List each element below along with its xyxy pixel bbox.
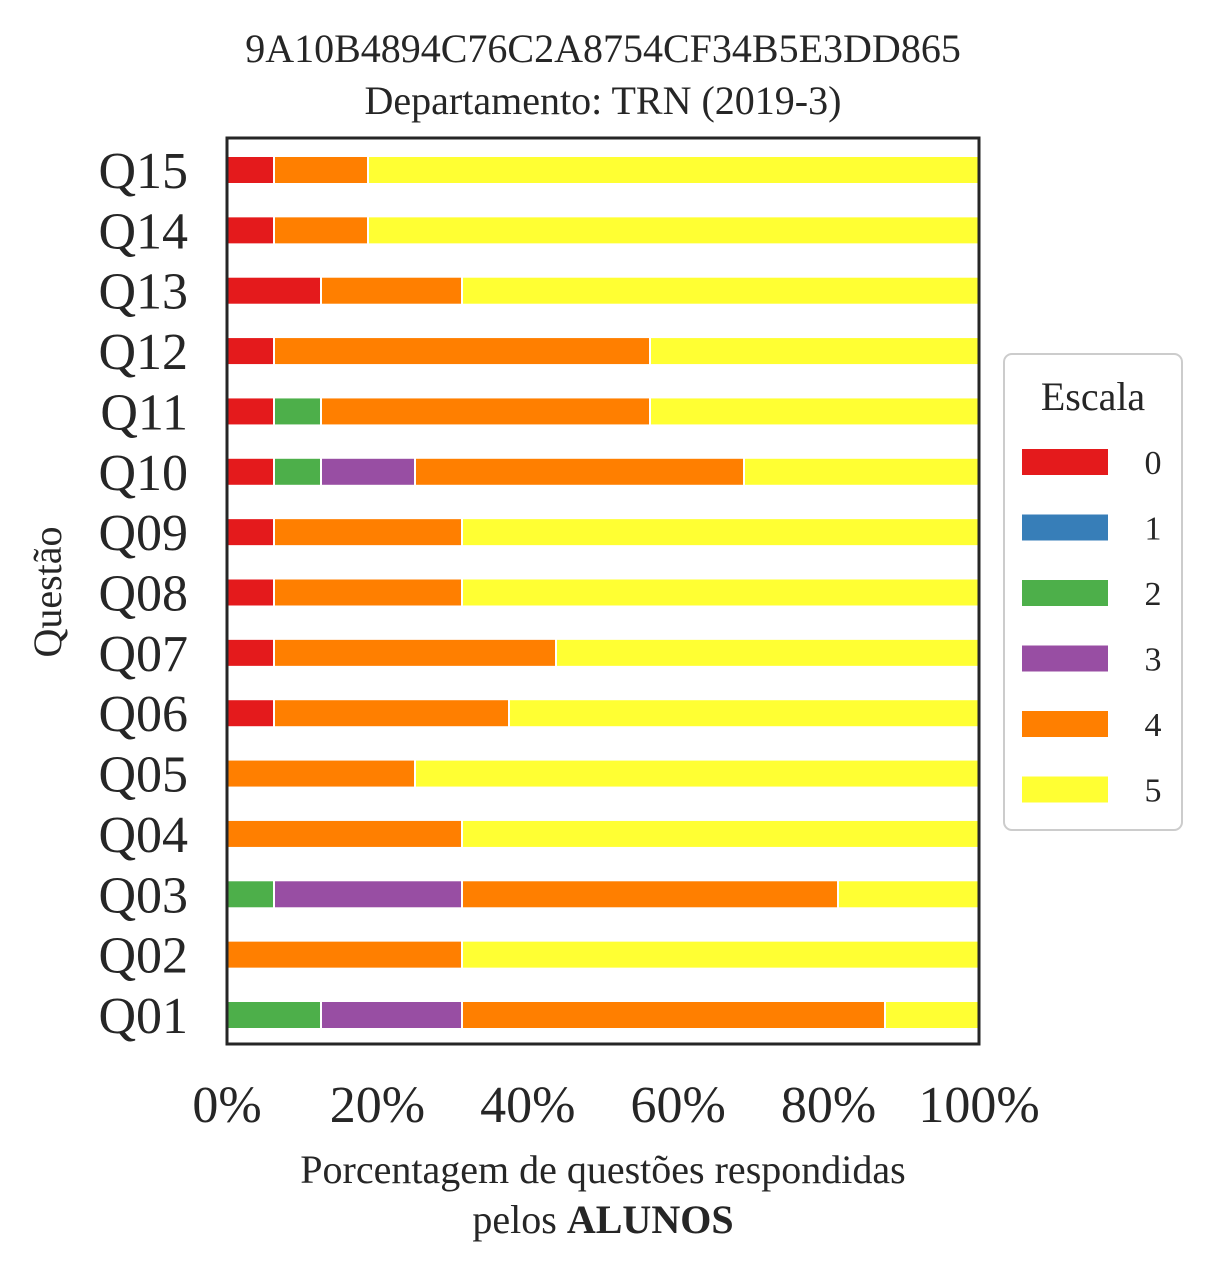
bar-Q08-scale-0 — [226, 577, 275, 608]
bar-Q10-scale-2 — [273, 456, 322, 487]
legend-label: 1 — [1145, 511, 1162, 548]
bar-Q09-scale-4 — [273, 517, 463, 548]
bar-Q06-scale-0 — [226, 698, 275, 729]
bar-Q12-scale-0 — [226, 336, 275, 367]
legend-label: 5 — [1145, 773, 1162, 810]
y-tick-label: Q11 — [100, 384, 188, 441]
y-tick-label: Q04 — [98, 807, 188, 864]
x-tick-label: 80% — [781, 1077, 876, 1134]
bar-Q07-scale-5 — [555, 637, 980, 668]
legend-swatch-3 — [1022, 645, 1108, 672]
y-tick-label: Q07 — [98, 626, 188, 683]
legend-swatch-2 — [1022, 580, 1108, 606]
bar-Q09-scale-0 — [226, 517, 275, 548]
bar-Q11-scale-0 — [226, 396, 275, 427]
legend-swatch-4 — [1022, 711, 1108, 737]
bar-Q01-scale-4 — [461, 1000, 886, 1030]
legend-label: 0 — [1145, 445, 1162, 482]
legend-swatch-5 — [1022, 776, 1108, 803]
bar-Q02-scale-5 — [461, 939, 980, 970]
bar-Q03-scale-4 — [461, 879, 839, 910]
bar-Q02-scale-4 — [226, 939, 463, 970]
bar-Q07-scale-4 — [273, 637, 557, 668]
bar-Q09-scale-5 — [461, 517, 980, 548]
y-tick-label: Q10 — [98, 445, 188, 502]
y-axis-label: Questão — [25, 526, 70, 657]
y-tick-label: Q12 — [98, 324, 188, 381]
legend-label: 3 — [1145, 642, 1162, 679]
x-axis-label-bold: ALUNOS — [567, 1197, 734, 1242]
legend-title: Escala — [1041, 374, 1146, 419]
x-axis-label-line2: pelos ALUNOS — [472, 1197, 733, 1242]
y-tick-label: Q13 — [98, 264, 188, 321]
bar-Q15-scale-4 — [273, 155, 369, 185]
bar-Q06-scale-5 — [508, 698, 980, 729]
y-tick-label: Q05 — [98, 747, 188, 804]
x-tick-label: 100% — [918, 1077, 1039, 1134]
bar-Q12-scale-4 — [273, 336, 651, 367]
bar-Q01-scale-5 — [884, 1000, 980, 1030]
legend: Escala 0 1 2 3 4 5 — [1003, 353, 1183, 831]
bar-Q12-scale-5 — [649, 336, 980, 367]
bar-Q15-scale-5 — [367, 155, 980, 185]
y-tick-label: Q14 — [98, 203, 188, 260]
y-tick-label: Q06 — [98, 686, 188, 743]
bars-group — [226, 155, 980, 1030]
bar-Q11-scale-5 — [649, 396, 980, 427]
legend-swatch-0 — [1022, 449, 1108, 475]
x-axis-label-line1: Porcentagem de questões respondidas — [300, 1147, 905, 1192]
bar-Q10-scale-4 — [414, 456, 745, 487]
bar-Q08-scale-4 — [273, 577, 463, 608]
bar-Q13-scale-5 — [461, 275, 980, 306]
bar-Q10-scale-0 — [226, 456, 275, 487]
y-tick-labels: Q01Q02Q03Q04Q05Q06Q07Q08Q09Q10Q11Q12Q13Q… — [98, 143, 188, 1045]
plot-frame — [225, 136, 981, 1046]
x-tick-labels: 0% 20% 40% 60% 80% 100% — [192, 1077, 1039, 1134]
y-tick-label: Q15 — [98, 143, 188, 200]
x-tick-label: 0% — [192, 1077, 261, 1134]
legend-label: 4 — [1145, 707, 1162, 744]
bar-Q03-scale-3 — [273, 879, 463, 910]
x-tick-label: 60% — [631, 1077, 726, 1134]
y-tick-label: Q01 — [98, 988, 188, 1045]
chart-title: 9A10B4894C76C2A8754CF34B5E3DD865 — [245, 26, 961, 71]
legend-items: 0 1 2 3 4 5 — [1022, 445, 1162, 810]
bar-Q03-scale-5 — [837, 879, 980, 910]
y-tick-label: Q02 — [98, 928, 188, 985]
y-tick-label: Q03 — [98, 867, 188, 924]
bar-Q14-scale-0 — [226, 215, 275, 246]
legend-swatch-1 — [1022, 514, 1108, 541]
x-tick-label: 40% — [480, 1077, 575, 1134]
bar-Q14-scale-4 — [273, 215, 369, 246]
bar-Q08-scale-5 — [461, 577, 980, 608]
bar-Q15-scale-0 — [226, 155, 275, 185]
bar-Q11-scale-4 — [320, 396, 651, 427]
bar-Q11-scale-2 — [273, 396, 322, 427]
chart-subtitle: Departamento: TRN (2019-3) — [365, 78, 842, 123]
x-tick-label: 20% — [330, 1077, 425, 1134]
bar-Q06-scale-4 — [273, 698, 510, 729]
bar-Q13-scale-0 — [226, 275, 322, 306]
bar-Q14-scale-5 — [367, 215, 980, 246]
bar-Q04-scale-5 — [461, 818, 980, 849]
bar-Q04-scale-4 — [226, 818, 463, 849]
legend-label: 2 — [1145, 576, 1162, 613]
bar-Q03-scale-2 — [226, 879, 275, 910]
x-axis-label-prefix: pelos — [472, 1197, 566, 1242]
bar-Q10-scale-5 — [743, 456, 980, 487]
bar-Q05-scale-4 — [226, 758, 416, 789]
y-tick-label: Q09 — [98, 505, 188, 562]
bar-Q05-scale-5 — [414, 758, 980, 789]
y-tick-label: Q08 — [98, 566, 188, 623]
bar-Q10-scale-3 — [320, 456, 416, 487]
bar-Q07-scale-0 — [226, 637, 275, 668]
bar-Q01-scale-2 — [226, 1000, 322, 1030]
bar-Q01-scale-3 — [320, 1000, 463, 1030]
bar-Q13-scale-4 — [320, 275, 463, 306]
